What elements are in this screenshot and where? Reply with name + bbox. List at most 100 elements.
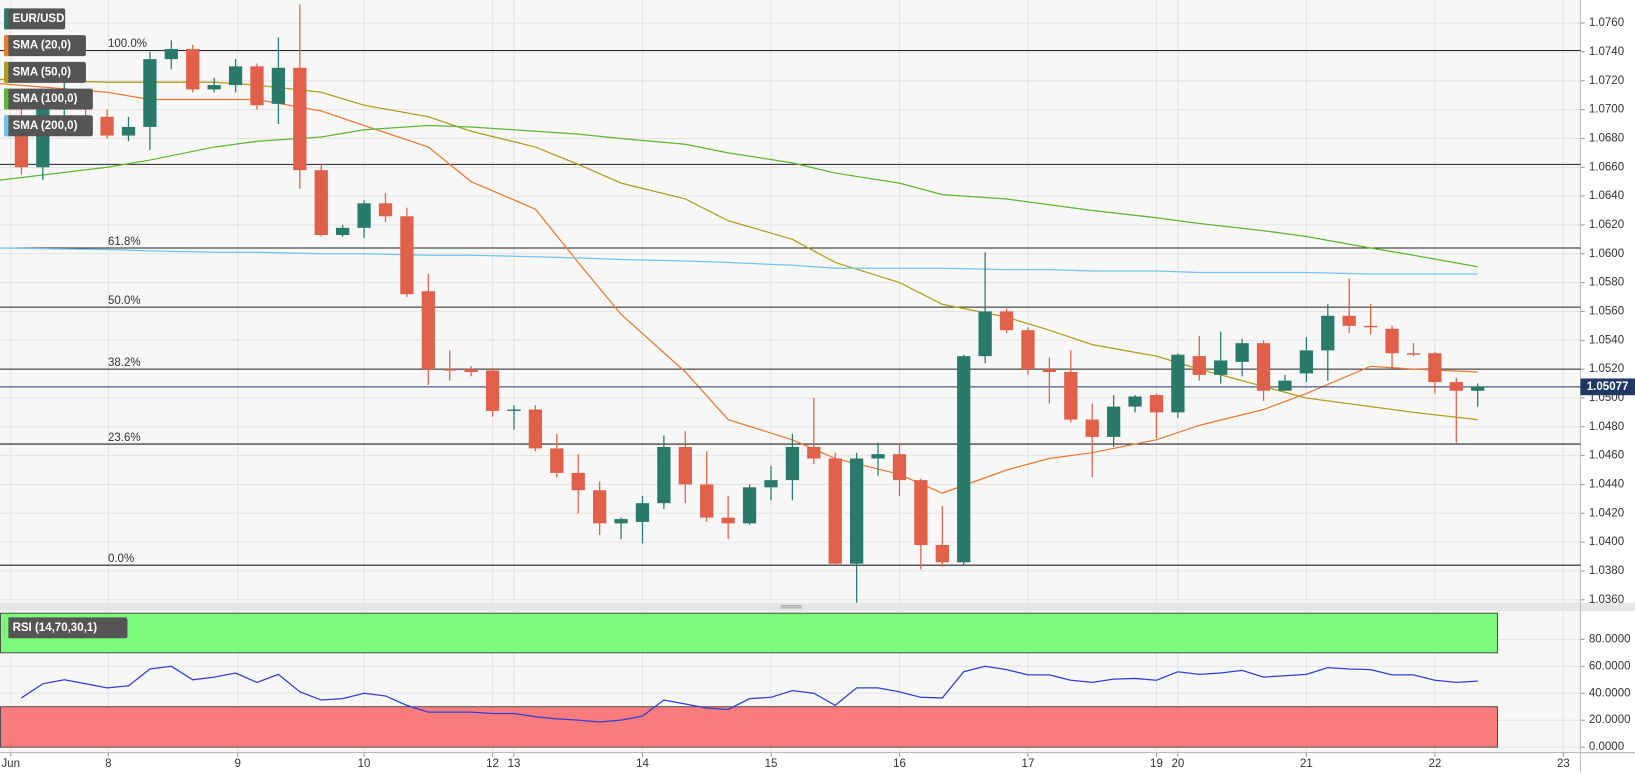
legend-label: SMA (20,0) — [13, 40, 72, 52]
legend-box[interactable] — [4, 115, 93, 137]
y-tick-label: 1.0620 — [1589, 219, 1624, 231]
candle-body — [1064, 371, 1078, 420]
candle-body — [742, 487, 757, 524]
legend-box[interactable] — [4, 35, 86, 57]
x-tick-label: 21 — [1300, 758, 1313, 770]
legend-box[interactable] — [4, 61, 86, 83]
candle-body — [357, 203, 371, 228]
y-tick-label: 1.0740 — [1589, 46, 1624, 58]
candle-body — [271, 67, 286, 104]
candle-body — [186, 49, 200, 90]
y-tick-label: 1.0700 — [1589, 104, 1624, 116]
candle-body — [100, 116, 114, 136]
candle-body — [1385, 328, 1399, 354]
x-tick-label: 20 — [1171, 758, 1184, 770]
y-tick-label: 1.0460 — [1589, 450, 1624, 462]
candle-body — [507, 409, 521, 411]
candle-body — [1128, 396, 1142, 407]
legend-label: EUR/USD — [13, 13, 65, 25]
x-tick-label: 19 — [1150, 758, 1163, 770]
legend-box[interactable] — [4, 88, 93, 110]
candle-body — [571, 472, 585, 491]
legend-swatch — [4, 115, 9, 137]
candle-body — [143, 59, 157, 127]
y-tick-label: 1.0440 — [1589, 478, 1624, 490]
candle-body — [850, 458, 864, 564]
candle-body — [550, 448, 564, 473]
y-tick-label: 20.0000 — [1589, 714, 1631, 726]
candle-body — [1363, 325, 1378, 328]
legend-swatch — [4, 61, 9, 83]
candle-body — [999, 311, 1014, 331]
x-tick-label: 14 — [636, 758, 649, 770]
x-tick-label: 22 — [1428, 758, 1441, 770]
candle-body — [764, 480, 778, 488]
candle-body — [593, 490, 607, 524]
candle-body — [914, 480, 928, 545]
x-tick-label: 12 — [486, 758, 499, 770]
y-tick-label: 1.0760 — [1589, 17, 1624, 29]
y-tick-label: 1.0640 — [1589, 190, 1624, 202]
level-label: 50.0% — [108, 295, 141, 307]
oversold-zone — [0, 706, 1498, 748]
legend-label: RSI (14,70,30,1) — [13, 622, 98, 634]
y-tick-label: 1.0540 — [1589, 334, 1624, 346]
candle-body — [336, 227, 350, 236]
candle-body — [871, 454, 885, 459]
candle-body — [978, 311, 992, 357]
candle-body — [1042, 369, 1057, 372]
candle-body — [1171, 354, 1185, 413]
rsi-line — [21, 665, 1478, 723]
last-price-label: 1.05077 — [1587, 381, 1629, 393]
candle-body — [314, 170, 328, 236]
candle-body — [1449, 382, 1463, 391]
level-label: 0.0% — [108, 553, 134, 565]
candle-body — [935, 544, 949, 563]
x-tick-label: 23 — [1557, 758, 1570, 770]
y-tick-label: 1.0600 — [1589, 248, 1624, 260]
sma-line — [0, 78, 1478, 421]
candle-body — [657, 446, 671, 504]
level-label: 100.0% — [108, 38, 147, 50]
candle-body — [528, 409, 543, 449]
x-tick-label: Jun — [1, 758, 20, 770]
y-tick-label: 1.0480 — [1589, 421, 1624, 433]
panel-divider[interactable] — [0, 602, 1635, 612]
y-tick-label: 1.0360 — [1589, 594, 1624, 606]
y-tick-label: 1.0380 — [1589, 565, 1624, 577]
y-tick-label: 40.0000 — [1589, 687, 1631, 699]
y-tick-label: 1.0520 — [1589, 363, 1624, 375]
sma-line — [0, 247, 1478, 275]
x-tick-label: 9 — [235, 758, 241, 770]
candle-body — [614, 519, 628, 524]
candle-body — [1471, 386, 1485, 391]
candle-body — [1321, 315, 1335, 351]
y-tick-label: 1.0660 — [1589, 161, 1624, 173]
y-tick-label: 60.0000 — [1589, 660, 1631, 672]
candle-body — [785, 446, 800, 481]
x-tick-label: 15 — [765, 758, 778, 770]
sma-line — [0, 83, 1478, 494]
legend-box[interactable] — [4, 8, 66, 30]
candle-body — [1299, 350, 1314, 374]
y-tick-label: 1.0720 — [1589, 75, 1624, 87]
sma-line — [0, 124, 1478, 268]
legend-swatch — [4, 35, 9, 57]
y-tick-label: 1.0580 — [1589, 277, 1624, 289]
candle-body — [1192, 356, 1206, 375]
candle-body — [828, 458, 842, 564]
candle-body — [1406, 353, 1421, 355]
candle-body — [1214, 360, 1228, 375]
legend-label: SMA (200,0) — [13, 120, 78, 132]
candle-body — [700, 484, 714, 518]
legend-box[interactable] — [4, 617, 128, 639]
candle-body — [443, 369, 457, 371]
last-price-tag — [1580, 378, 1635, 396]
candle-body — [228, 66, 243, 86]
candle-body — [485, 370, 500, 411]
candle-body — [678, 446, 692, 485]
candle-body — [464, 369, 478, 372]
level-label: 23.6% — [108, 432, 141, 444]
candle-body — [1021, 330, 1035, 370]
